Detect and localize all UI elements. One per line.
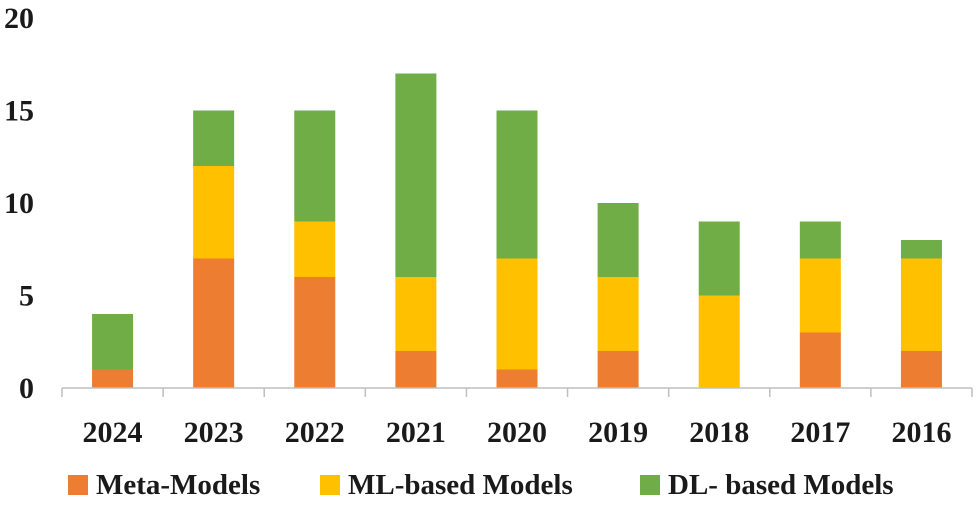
bar-2021-dl-based-models — [395, 73, 437, 277]
bar-2020-dl-based-models — [496, 110, 538, 259]
bar-2018-dl-based-models — [698, 221, 740, 296]
bar-2022-dl-based-models — [294, 110, 336, 222]
bar-2023-ml-based-models — [193, 166, 235, 259]
x-tick-label: 2017 — [790, 416, 850, 449]
bar-2017-ml-based-models — [799, 258, 841, 333]
bar-2016-dl-based-models — [900, 240, 942, 259]
bar-2021-ml-based-models — [395, 277, 437, 351]
y-tick-label: 10 — [4, 187, 34, 220]
x-tick-label: 2016 — [891, 416, 951, 449]
bar-2019-dl-based-models — [597, 203, 639, 277]
y-tick-label: 20 — [4, 2, 34, 35]
y-axis-tick-labels: 0 5 10 15 20 — [4, 2, 34, 405]
bar-2020-meta-models — [496, 369, 538, 388]
legend-label: Meta-Models — [96, 469, 260, 501]
bar-2024-dl-based-models — [92, 314, 134, 370]
legend-swatch — [640, 475, 660, 495]
x-tick-label: 2019 — [588, 416, 648, 449]
bar-2017-meta-models — [799, 332, 841, 388]
bar-2017-dl-based-models — [799, 221, 841, 259]
bar-2023-dl-based-models — [193, 110, 235, 166]
x-axis-ticks — [61, 388, 973, 397]
bar-2024-meta-models — [92, 369, 134, 388]
bar-2022-meta-models — [294, 277, 336, 388]
bar-2023-meta-models — [193, 258, 235, 388]
bar-2019-ml-based-models — [597, 277, 639, 351]
bar-2016-ml-based-models — [900, 258, 942, 351]
x-tick-label: 2024 — [83, 416, 143, 449]
x-tick-label: 2020 — [487, 416, 547, 449]
legend-label: DL- based Models — [668, 469, 894, 501]
bar-2018-ml-based-models — [698, 295, 740, 388]
x-axis-tick-labels: 2024 2023 2022 2021 2020 2019 2018 2017 2016 — [83, 416, 952, 449]
x-tick-label: 2022 — [285, 416, 345, 449]
bar-2021-meta-models — [395, 351, 437, 388]
y-tick-label: 15 — [4, 95, 34, 128]
bar-2022-ml-based-models — [294, 221, 336, 277]
bar-group — [92, 73, 942, 388]
legend-label: ML-based Models — [348, 469, 573, 501]
x-tick-label: 2023 — [184, 416, 244, 449]
bar-2019-meta-models — [597, 351, 639, 388]
legend-swatch — [320, 475, 340, 495]
y-tick-label: 5 — [19, 280, 34, 313]
x-tick-label: 2018 — [689, 416, 749, 449]
legend-swatch — [68, 475, 88, 495]
bar-2020-ml-based-models — [496, 258, 538, 370]
x-tick-label: 2021 — [386, 416, 446, 449]
bar-2016-meta-models — [900, 351, 942, 388]
y-tick-label: 0 — [19, 372, 34, 405]
legend: Meta-Models ML-based Models DL- based Mode… — [68, 469, 894, 501]
